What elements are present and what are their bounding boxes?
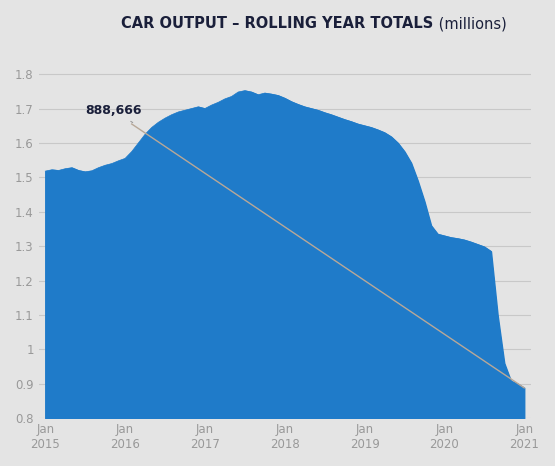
Text: CAR OUTPUT – ROLLING YEAR TOTALS: CAR OUTPUT – ROLLING YEAR TOTALS [122,16,433,31]
Text: (millions): (millions) [433,16,506,31]
Text: 888,666: 888,666 [85,104,142,123]
